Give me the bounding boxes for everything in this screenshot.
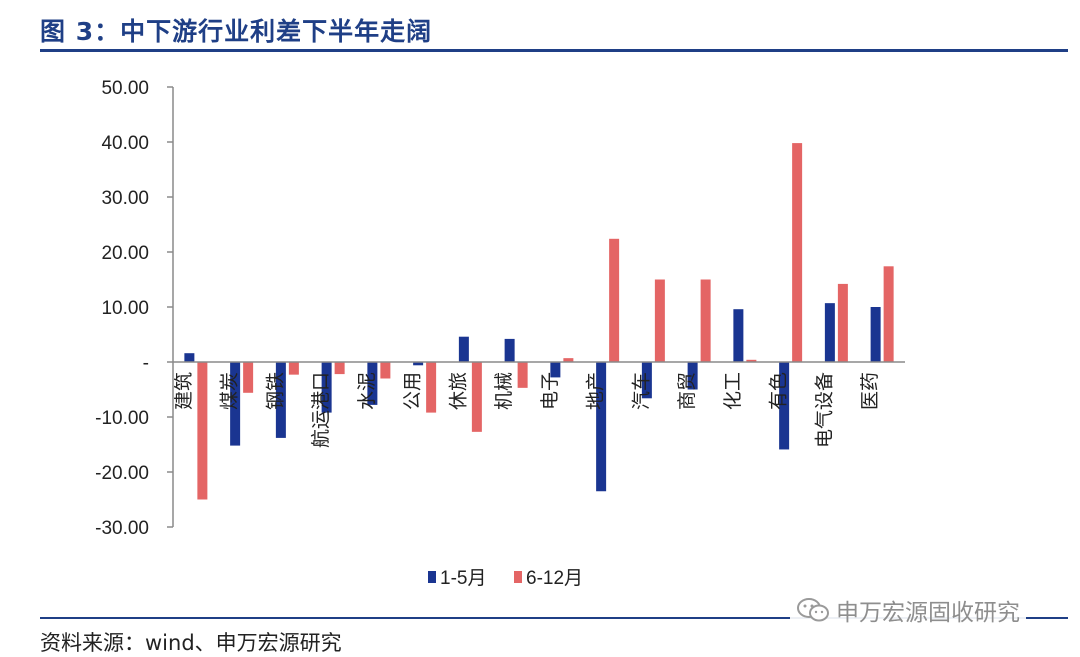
category-label: 休旅 — [447, 372, 469, 410]
bar-6-12 — [837, 283, 848, 362]
legend-swatch-6-12 — [514, 571, 522, 583]
y-tick-label: 50.00 — [101, 78, 149, 99]
category-label: 航运港口 — [310, 372, 332, 448]
bar-1-5 — [824, 303, 835, 362]
watermark-text: 申万宏源固收研究 — [836, 600, 1020, 626]
category-label: 煤炭 — [219, 372, 241, 410]
category-label: 有色 — [768, 372, 790, 410]
bar-1-5 — [413, 362, 424, 366]
bar-6-12 — [197, 362, 208, 500]
bar-6-12 — [334, 362, 345, 375]
category-label: 建筑 — [173, 372, 195, 410]
bar-6-12 — [746, 359, 757, 362]
bar-1-5 — [367, 362, 378, 405]
bar-1-5 — [321, 362, 332, 413]
bar-1-5 — [733, 309, 744, 362]
category-label: 机械 — [493, 372, 515, 410]
bar-6-12 — [471, 362, 482, 432]
bar-6-12 — [563, 358, 574, 362]
footer-divider — [40, 617, 1068, 619]
legend-swatch-1-5 — [428, 571, 436, 583]
bar-6-12 — [700, 279, 711, 362]
bar-1-5 — [687, 362, 698, 390]
y-tick-label: -30.00 — [95, 518, 149, 539]
category-label: 水泥 — [356, 372, 378, 410]
category-label: 电子 — [539, 372, 561, 410]
category-label: 汽车 — [630, 372, 652, 410]
bar-1-5 — [458, 336, 469, 362]
y-tick-label: -10.00 — [95, 408, 149, 429]
bar-6-12 — [243, 362, 254, 393]
bar-6-12 — [883, 266, 894, 362]
y-tick-label: 40.00 — [101, 133, 149, 154]
y-tick-label: 10.00 — [101, 298, 149, 319]
bar-1-5 — [641, 362, 652, 399]
category-label: 电气设备 — [813, 372, 835, 448]
bar-6-12 — [654, 279, 665, 362]
y-tick-label: -20.00 — [95, 463, 149, 484]
bar-6-12 — [380, 362, 391, 379]
category-label: 钢铁 — [264, 372, 286, 410]
wechat-icon — [797, 598, 829, 622]
bar-6-12 — [609, 238, 620, 362]
bar-1-5 — [596, 362, 607, 492]
source-note: 资料来源：wind、申万宏源研究 — [40, 631, 342, 655]
category-label: 商贸 — [676, 372, 698, 410]
bar-1-5 — [779, 362, 790, 450]
legend-label-1-5: 1-5月 — [440, 568, 486, 589]
y-tick-label: 30.00 — [101, 188, 149, 209]
bar-1-5 — [550, 362, 561, 378]
bar-1-5 — [504, 338, 515, 362]
category-label: 地产 — [585, 372, 607, 410]
y-tick-label: - — [143, 353, 149, 374]
bar-6-12 — [288, 362, 299, 375]
bar-1-5 — [275, 362, 286, 438]
bar-6-12 — [426, 362, 437, 413]
watermark: 申万宏源固收研究 — [790, 593, 1026, 627]
figure-title: 图 3：中下游行业利差下半年走阔 — [40, 17, 433, 46]
bar-6-12 — [517, 362, 528, 388]
bar-6-12 — [792, 143, 803, 362]
category-label: 化工 — [722, 372, 744, 410]
category-label: 医药 — [859, 372, 881, 410]
category-label: 公用 — [402, 372, 424, 410]
title-divider — [40, 49, 1068, 52]
bar-1-5 — [230, 362, 241, 446]
bar-1-5 — [870, 307, 881, 362]
bar-1-5 — [184, 353, 195, 362]
legend-label-6-12: 6-12月 — [526, 568, 583, 589]
y-tick-label: 20.00 — [101, 243, 149, 264]
